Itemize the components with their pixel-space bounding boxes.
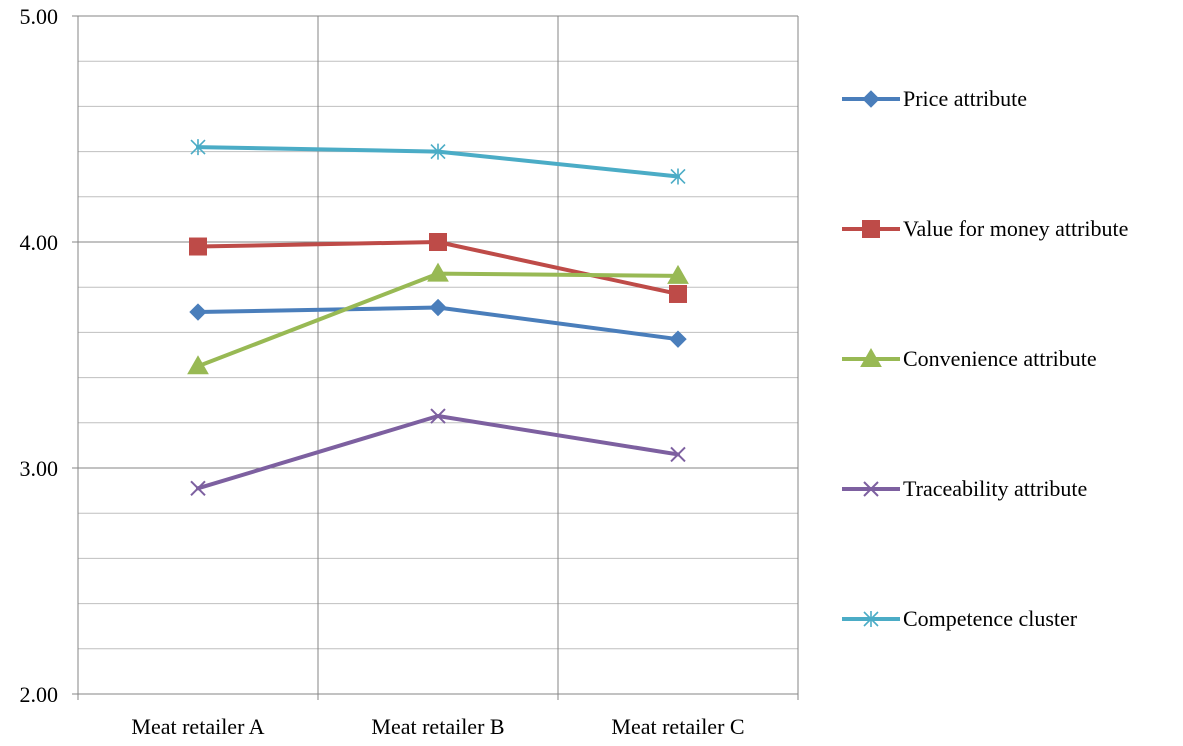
triangle-icon xyxy=(860,347,882,367)
legend-item: Competence cluster xyxy=(842,606,1078,631)
data-point xyxy=(667,264,689,284)
legend: Price attribute Value for money attribute… xyxy=(842,86,1128,631)
legend-item: Convenience attribute xyxy=(842,346,1097,371)
x-tick-label: Meat retailer A xyxy=(131,714,264,739)
data-point xyxy=(430,408,446,424)
y-tick-label: 5.00 xyxy=(20,4,59,29)
data-point xyxy=(189,237,207,256)
x-tick-label: Meat retailer B xyxy=(371,714,504,739)
legend-label: Price attribute xyxy=(903,86,1027,111)
data-point xyxy=(670,168,686,185)
legend-item: Traceability attribute xyxy=(842,476,1087,501)
data-point xyxy=(190,139,206,156)
y-tick-label: 2.00 xyxy=(20,682,59,707)
diamond-icon xyxy=(862,90,880,108)
data-point xyxy=(429,233,447,251)
data-point xyxy=(190,480,206,497)
asterisk-icon xyxy=(863,611,879,627)
series-5 xyxy=(190,139,686,185)
legend-label: Traceability attribute xyxy=(903,476,1087,501)
data-point xyxy=(430,143,446,160)
square-icon xyxy=(862,220,880,238)
x-axis-ticks: Meat retailer A Meat retailer B Meat retai… xyxy=(77,694,799,739)
series-line xyxy=(196,414,680,491)
series-3 xyxy=(187,262,689,375)
data-point xyxy=(427,262,449,282)
y-axis-ticks: 2.00 3.00 4.00 5.00 xyxy=(20,4,78,707)
x-icon xyxy=(863,481,879,497)
x-tick-label: Meat retailer C xyxy=(611,714,744,739)
series-1 xyxy=(189,298,687,348)
legend-item: Price attribute xyxy=(842,86,1027,111)
data-point xyxy=(189,303,207,321)
minor-gridlines xyxy=(78,60,798,650)
y-tick-label: 4.00 xyxy=(20,230,59,255)
data-point xyxy=(429,298,447,317)
legend-label: Competence cluster xyxy=(903,606,1078,631)
data-point xyxy=(669,330,687,348)
data-point xyxy=(669,284,687,303)
vertical-gridlines xyxy=(317,16,799,694)
series-4 xyxy=(190,408,686,497)
legend-item: Value for money attribute xyxy=(842,216,1128,241)
data-point xyxy=(670,446,686,463)
y-tick-label: 3.00 xyxy=(20,456,59,481)
legend-label: Value for money attribute xyxy=(903,216,1128,241)
data-point xyxy=(187,355,209,375)
legend-label: Convenience attribute xyxy=(903,346,1097,371)
